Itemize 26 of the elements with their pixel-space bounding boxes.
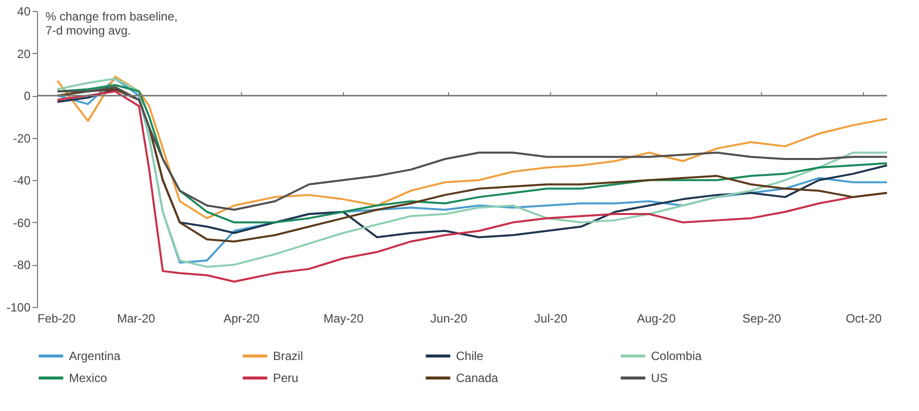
x-tick-label: Mar-20 (117, 312, 156, 326)
legend-label: US (651, 371, 668, 385)
x-tick-label: May-20 (323, 312, 364, 326)
y-tick-label: -100 (6, 300, 31, 314)
x-tick-label: Feb-20 (38, 312, 76, 326)
legend-label: Argentina (69, 349, 121, 363)
x-tick-label: Aug-20 (636, 312, 676, 326)
legend-label: Brazil (273, 349, 304, 363)
legend-label: Peru (273, 371, 298, 385)
x-tick-label: Jun-20 (430, 312, 468, 326)
legend-label: Canada (456, 371, 498, 385)
y-tick-label: -40 (13, 174, 31, 188)
x-tick-label: Sep-20 (742, 312, 782, 326)
y-axis-title: % change from baseline, 7-d moving avg. (46, 10, 178, 38)
x-tick-label: Oct-20 (846, 312, 882, 326)
y-tick-label: 20 (17, 46, 31, 61)
legend-label: Chile (456, 349, 484, 363)
x-tick-label: Jul-20 (534, 312, 568, 326)
y-tick-label: -20 (13, 131, 31, 146)
x-tick-label: Apr-20 (223, 312, 260, 326)
y-tick-label: -80 (13, 258, 31, 272)
y-tick-label: -60 (13, 216, 31, 230)
y-tick-label: 40 (17, 4, 31, 18)
legend-label: Colombia (651, 349, 702, 363)
y-tick-label: 0 (24, 89, 31, 104)
legend-label: Mexico (69, 371, 108, 385)
